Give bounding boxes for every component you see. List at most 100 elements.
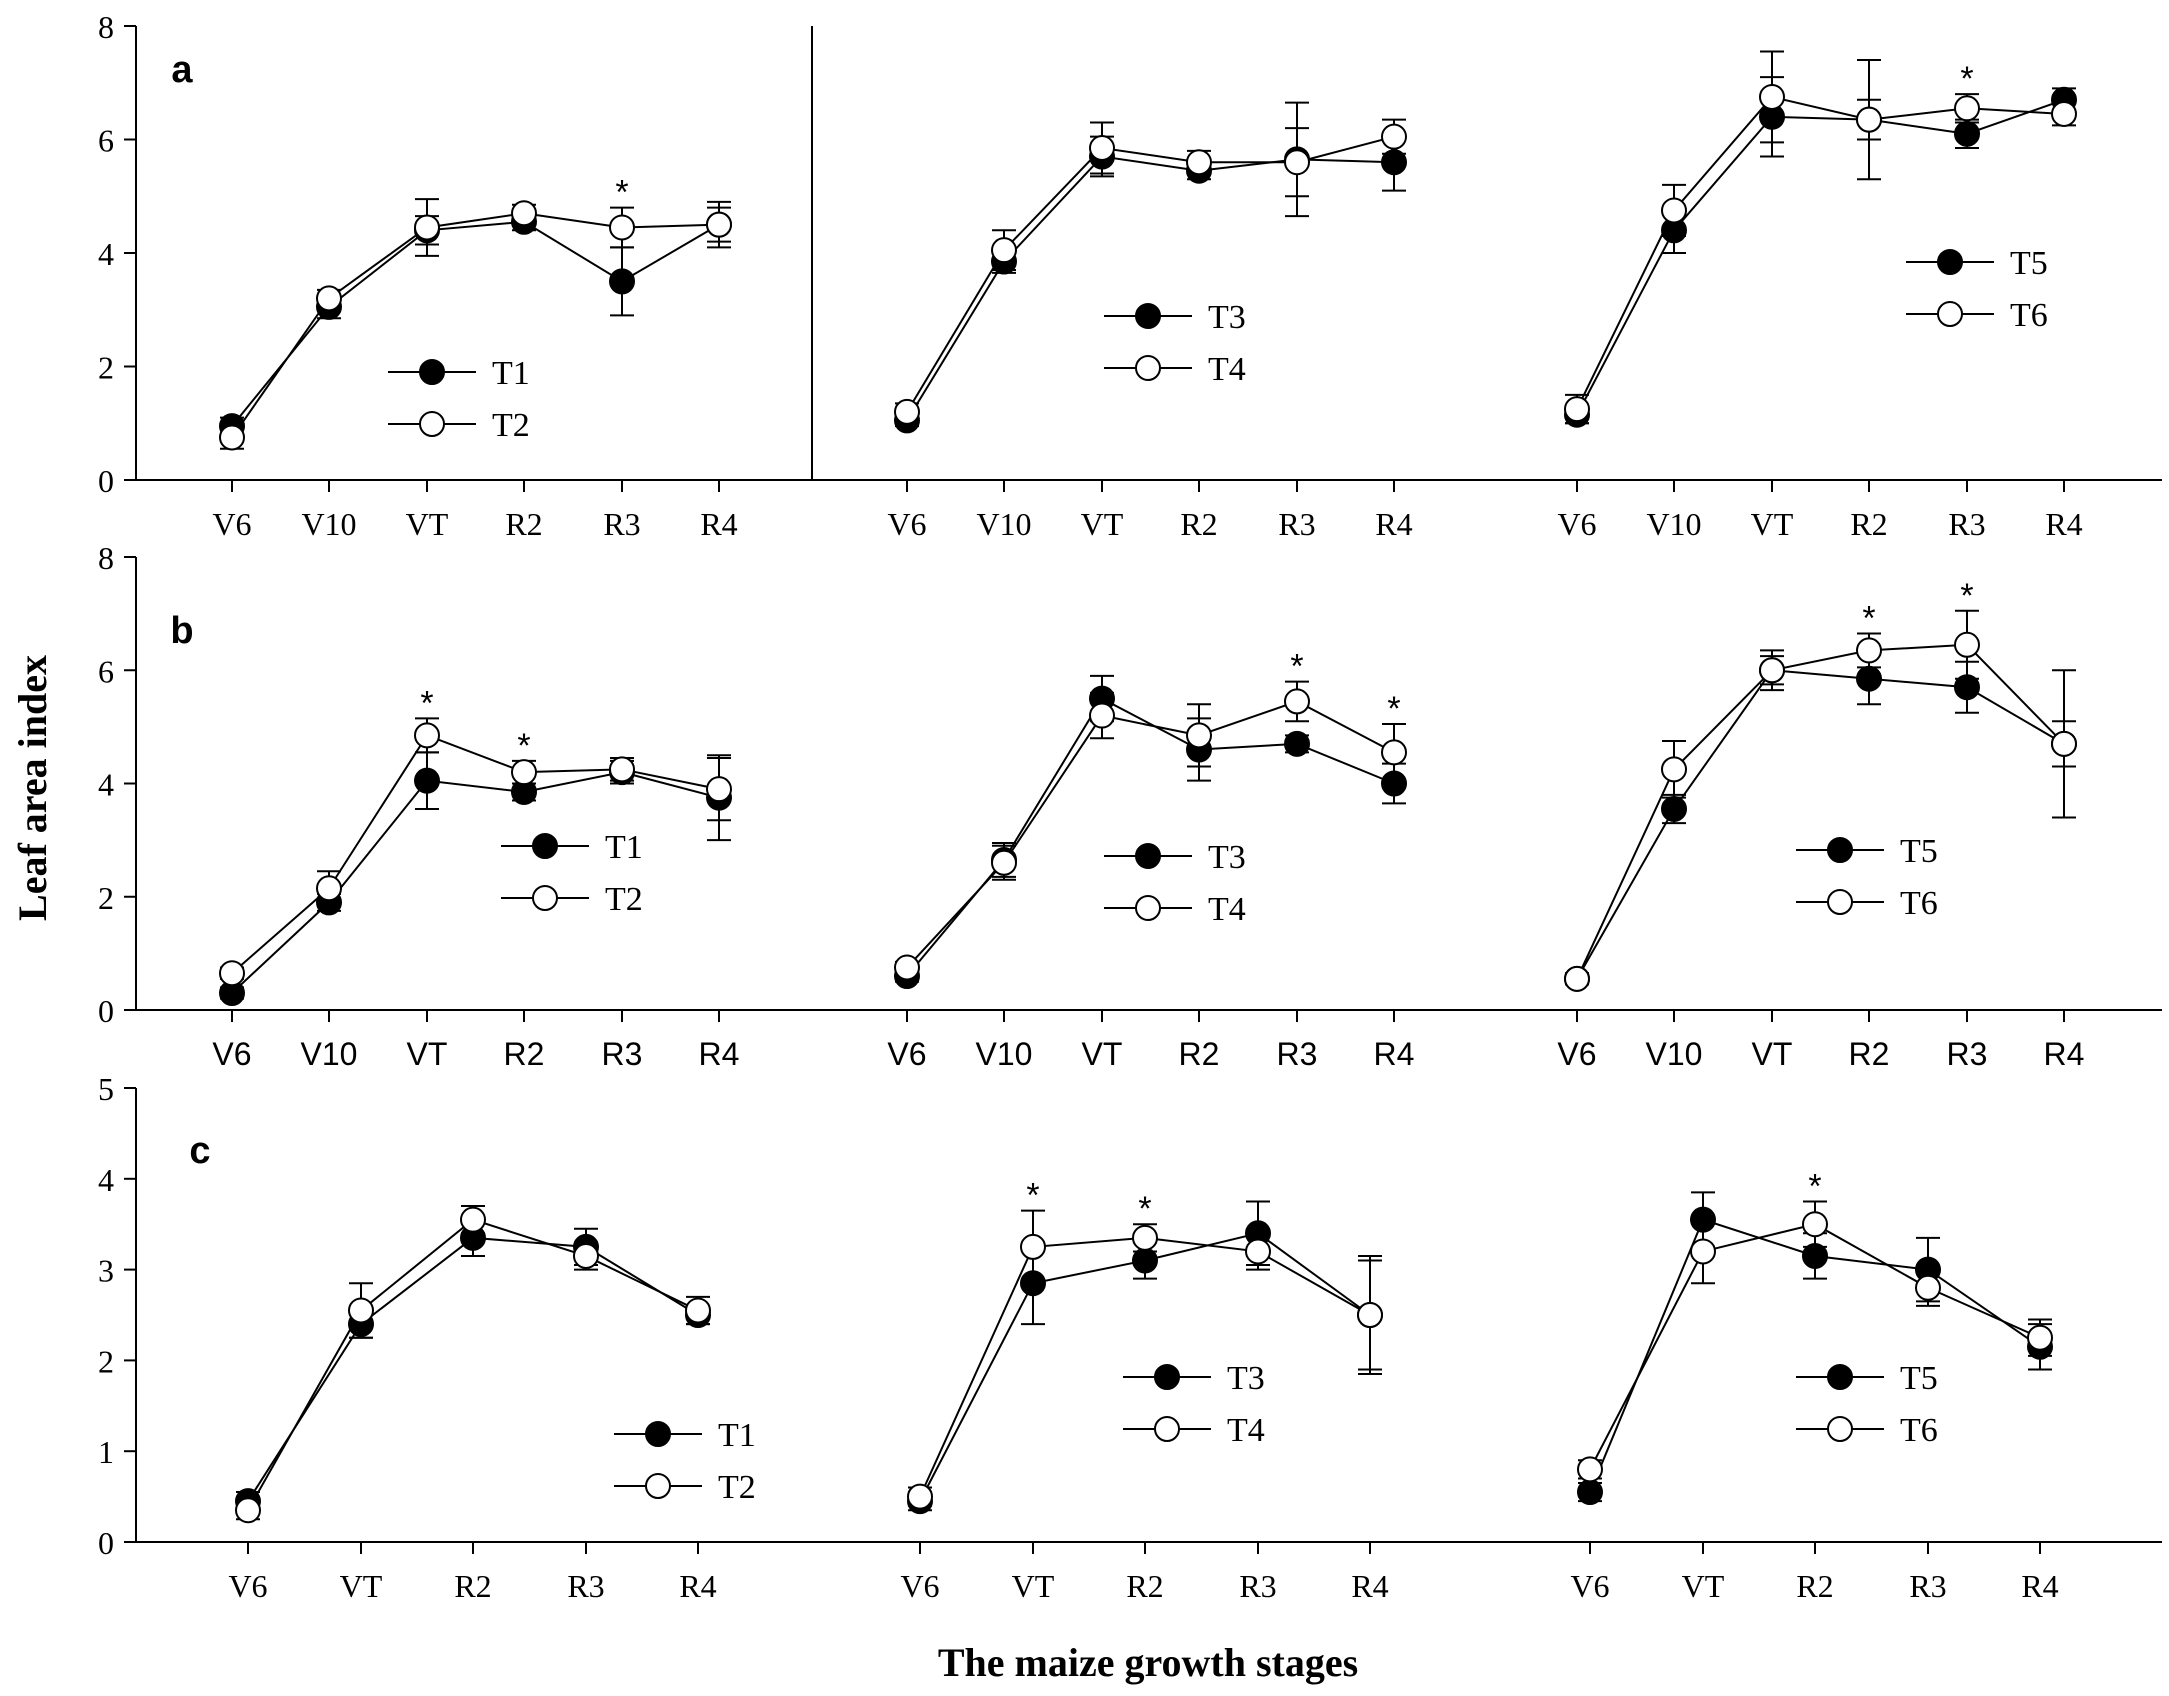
y-tick-label: 4 [98,767,114,803]
x-tick-label: R2 [454,1568,491,1604]
data-point-T5 [1954,120,1980,147]
x-tick-label: R3 [1239,1568,1276,1604]
x-tick-label: R4 [1375,506,1412,542]
data-point-T4 [1089,135,1115,162]
x-tick-label: V6 [1570,1568,1609,1604]
legend-label-T6: T6 [1900,1412,1938,1449]
significance-marker: * [615,174,628,212]
y-tick-label: 6 [98,123,114,159]
legend-label-T4: T4 [1227,1412,1265,1449]
x-tick-label: R4 [2044,1036,2085,1072]
series-line-T2 [231,734,720,974]
x-tick-label: VT [406,506,449,542]
x-tick-label: VT [1682,1568,1725,1604]
x-tick-label: V10 [1646,1036,1703,1072]
series-line-T3 [906,155,1395,421]
x-tick-label: VT [1012,1568,1055,1604]
legend-marker-T1 [645,1421,671,1447]
x-tick-label: R3 [603,506,640,542]
y-tick-label: 1 [98,1434,114,1470]
data-point-T4 [1089,702,1115,729]
significance-marker: * [1290,648,1303,686]
x-tick-label: VT [407,1036,448,1072]
series-line-T1 [231,220,720,427]
data-point-T5 [1577,1479,1603,1506]
series-line-T4 [906,135,1395,413]
x-axis-title: The maize growth stages [938,1640,1358,1685]
legend-label-T2: T2 [605,881,643,918]
data-point-T2 [706,776,732,803]
data-point-T3 [1284,730,1310,757]
data-point-T4 [1284,688,1310,715]
data-point-T4 [1186,149,1212,176]
data-point-T3 [1381,770,1407,797]
data-point-T4 [1357,1302,1383,1328]
data-point-T5 [1690,1206,1716,1233]
x-tick-label: R3 [1278,506,1315,542]
legend-marker-T4 [1154,1416,1180,1442]
legend-label-T6: T6 [1900,885,1938,922]
legend-marker-T2 [419,411,445,437]
data-point-T6 [1856,106,1882,133]
x-tick-label: VT [1081,506,1124,542]
y-tick-label: 3 [98,1253,114,1289]
legend-label-T1: T1 [718,1417,756,1454]
significance-marker: * [1960,60,1973,98]
x-tick-label: V6 [1557,1036,1596,1072]
data-point-T4 [907,1483,933,1510]
legend-label-T3: T3 [1208,299,1246,336]
data-point-T6 [1954,95,1980,122]
data-point-T6 [1690,1238,1716,1265]
data-point-T6 [1759,83,1785,110]
x-tick-label: R4 [699,1036,740,1072]
legend-label-T5: T5 [1900,1360,1938,1397]
x-tick-label: R2 [505,506,542,542]
legend-label-T4: T4 [1208,891,1246,928]
data-point-T6 [1856,637,1882,664]
panel-label-c: c [189,1130,210,1172]
legend-marker-T2 [532,885,558,911]
data-point-T6 [1954,631,1980,658]
data-point-T2 [511,759,537,786]
y-tick-label: 0 [98,993,114,1029]
data-point-T2 [316,285,342,312]
legend-marker-T3 [1154,1364,1180,1390]
legend-marker-T5 [1827,837,1853,863]
data-point-T4 [1132,1224,1158,1251]
panel-label-b: b [170,610,193,652]
data-point-T6 [1915,1274,1941,1301]
legend-label-T3: T3 [1208,839,1246,876]
x-tick-label: R2 [504,1036,545,1072]
significance-marker: * [1026,1177,1039,1215]
x-tick-label: V10 [301,1036,358,1072]
x-tick-label: R4 [679,1568,716,1604]
data-point-T2 [414,214,440,241]
data-point-T4 [1245,1238,1271,1265]
x-tick-label: R3 [1947,1036,1988,1072]
x-tick-label: V10 [1646,506,1701,542]
data-point-T5 [1802,1242,1828,1269]
x-tick-label: R4 [2021,1568,2058,1604]
data-point-T6 [1564,396,1590,423]
x-tick-label: R4 [1351,1568,1388,1604]
x-tick-label: R2 [1179,1036,1220,1072]
x-tick-label: R2 [1180,506,1217,542]
data-point-T2 [414,722,440,749]
data-point-T2 [219,424,245,451]
legend-label-T1: T1 [492,355,530,392]
x-tick-label: R4 [1374,1036,1415,1072]
data-point-T6 [2051,730,2077,757]
y-tick-label: 8 [98,9,114,45]
x-tick-label: R2 [1796,1568,1833,1604]
legend-label-T2: T2 [718,1469,756,1506]
data-point-T2 [511,200,537,227]
data-point-T6 [2027,1324,2053,1351]
legend-label-T5: T5 [2010,245,2048,282]
data-point-T4 [894,954,920,981]
data-point-T2 [235,1497,261,1524]
y-tick-label: 2 [98,350,114,386]
x-tick-label: VT [1751,506,1794,542]
x-tick-label: R3 [567,1568,604,1604]
y-tick-label: 0 [98,463,114,499]
